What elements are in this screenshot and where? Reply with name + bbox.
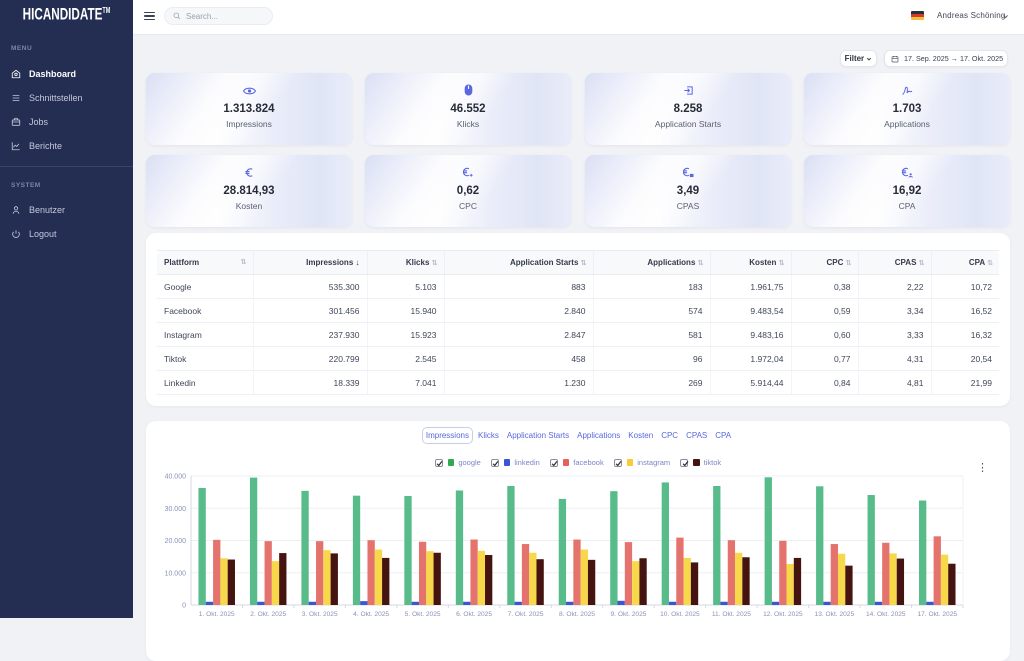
svg-text:0: 0 xyxy=(182,603,186,610)
svg-text:7. Okt. 2025: 7. Okt. 2025 xyxy=(508,611,544,618)
svg-text:8. Okt. 2025: 8. Okt. 2025 xyxy=(559,611,595,618)
svg-text:20.000: 20.000 xyxy=(165,538,187,545)
svg-text:40.000: 40.000 xyxy=(165,474,187,481)
svg-text:12. Okt. 2025: 12. Okt. 2025 xyxy=(763,611,803,618)
svg-text:1. Okt. 2025: 1. Okt. 2025 xyxy=(199,611,235,618)
svg-text:11. Okt. 2025: 11. Okt. 2025 xyxy=(712,611,751,618)
svg-text:30.000: 30.000 xyxy=(165,506,187,513)
svg-text:2. Okt. 2025: 2. Okt. 2025 xyxy=(250,611,286,618)
svg-text:13. Okt. 2025: 13. Okt. 2025 xyxy=(815,611,855,618)
svg-text:3. Okt. 2025: 3. Okt. 2025 xyxy=(302,611,338,618)
svg-text:10. Okt. 2025: 10. Okt. 2025 xyxy=(660,611,700,618)
svg-text:14. Okt. 2025: 14. Okt. 2025 xyxy=(866,611,906,618)
svg-text:17. Okt. 2025: 17. Okt. 2025 xyxy=(917,611,957,618)
svg-text:9. Okt. 2025: 9. Okt. 2025 xyxy=(611,611,647,618)
svg-text:6. Okt. 2025: 6. Okt. 2025 xyxy=(456,611,492,618)
svg-text:4. Okt. 2025: 4. Okt. 2025 xyxy=(353,611,389,618)
svg-text:10.000: 10.000 xyxy=(165,570,187,577)
svg-text:5. Okt. 2025: 5. Okt. 2025 xyxy=(405,611,441,618)
